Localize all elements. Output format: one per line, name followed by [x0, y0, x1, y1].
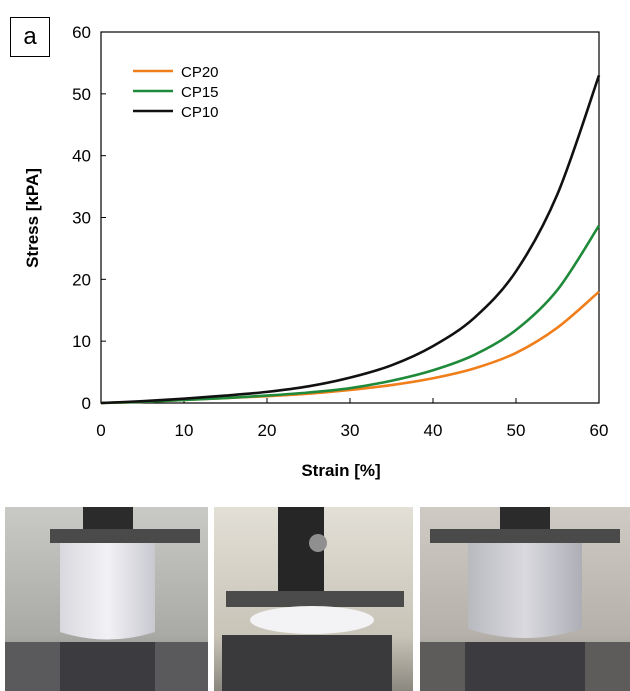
- y-tick-label: 0: [82, 394, 91, 413]
- photo-compressed-image: [214, 507, 413, 691]
- x-tick-label: 40: [424, 421, 443, 440]
- x-tick-label: 10: [175, 421, 194, 440]
- legend-label-cp20: CP20: [181, 64, 219, 81]
- y-tick-label: 20: [72, 270, 91, 289]
- y-tick-label: 40: [72, 147, 91, 166]
- photo-recovered-image: [420, 507, 630, 691]
- legend-label-cp10: CP10: [181, 104, 219, 121]
- y-axis-label: Stress [kPA]: [23, 168, 42, 268]
- chart-axes: 0 10 20 30 40 50 60 0 10 20 30 40 50 60: [72, 23, 608, 440]
- x-axis-label: Strain [%]: [301, 461, 380, 480]
- x-tick-label: 20: [258, 421, 277, 440]
- x-tick-label: 30: [341, 421, 360, 440]
- photo-compressed-sample: [214, 507, 413, 691]
- photo-uncompressed-sample: [5, 507, 208, 691]
- photo-recovered-sample: [420, 507, 630, 691]
- series-lines: [100, 74, 601, 405]
- x-tick-label: 50: [507, 421, 526, 440]
- legend-label-cp15: CP15: [181, 84, 219, 101]
- x-tick-label: 60: [590, 421, 609, 440]
- y-tick-label: 50: [72, 85, 91, 104]
- x-tick-label: 0: [96, 421, 105, 440]
- panel-label-a: a: [10, 17, 50, 57]
- series-line-cp20: [100, 290, 600, 405]
- y-tick-label: 10: [72, 332, 91, 351]
- series-line-cp10: [100, 74, 601, 405]
- photo-uncompressed-image: [5, 507, 208, 691]
- y-tick-label: 30: [72, 209, 91, 228]
- chart-legend: CP20 CP15 CP10: [133, 64, 219, 121]
- y-tick-label: 60: [72, 23, 91, 42]
